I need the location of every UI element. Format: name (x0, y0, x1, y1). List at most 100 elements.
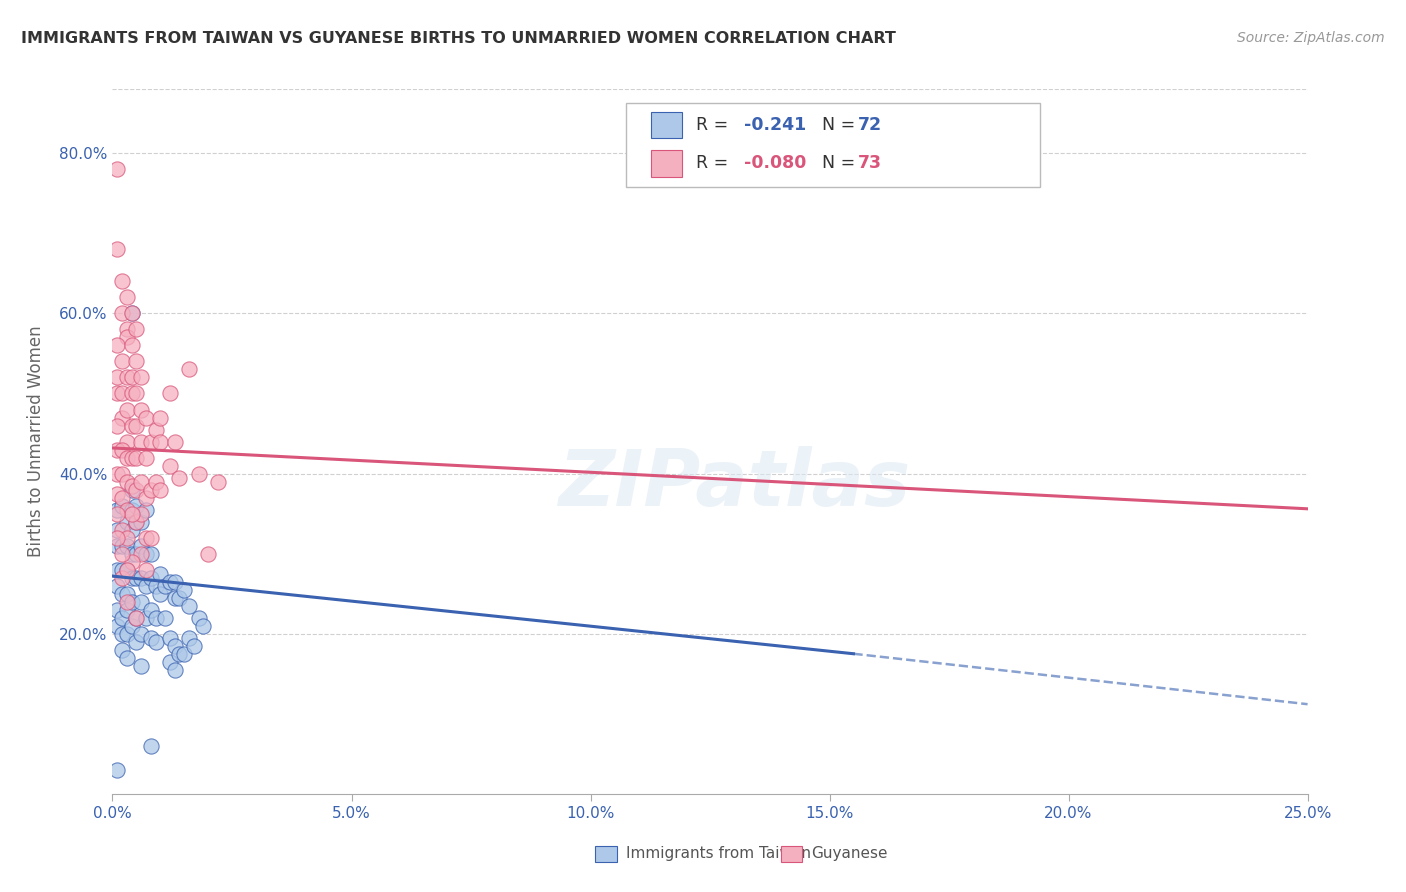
Text: N =: N = (811, 116, 860, 134)
Point (105, 523, 128, 537)
Point (105, 507, 128, 521)
Point (169, 470, 191, 484)
Point (145, 634, 167, 648)
Point (135, 563, 157, 577)
Point (163, 434, 186, 449)
Point (183, 639, 205, 653)
Point (135, 610, 157, 624)
Point (111, 523, 134, 537)
Point (159, 458, 181, 473)
Point (145, 610, 167, 624)
Point (121, 386, 143, 401)
Point (111, 571, 134, 585)
Point (135, 410, 157, 425)
Text: R =: R = (696, 154, 734, 172)
Text: Guyanese: Guyanese (811, 847, 889, 862)
Point (135, 579, 157, 593)
Point (121, 338, 143, 352)
Point (129, 539, 152, 553)
Point (197, 547, 219, 561)
Point (125, 571, 148, 585)
Point (159, 386, 181, 401)
Point (135, 547, 157, 561)
Point (111, 386, 134, 401)
Point (169, 647, 191, 661)
Point (105, 502, 128, 516)
Point (115, 434, 138, 449)
Point (125, 418, 148, 433)
Point (163, 574, 186, 589)
Point (129, 402, 152, 417)
Point (121, 547, 143, 561)
Point (125, 450, 148, 465)
Point (115, 539, 138, 553)
Point (121, 502, 143, 516)
Point (139, 631, 162, 645)
Point (139, 483, 162, 497)
Point (121, 555, 143, 569)
Point (129, 507, 152, 521)
Point (121, 306, 143, 320)
Point (129, 595, 152, 609)
Point (159, 631, 181, 645)
Point (115, 587, 138, 601)
Point (105, 531, 128, 545)
Point (187, 467, 209, 481)
Point (145, 423, 167, 437)
Point (115, 531, 138, 545)
Point (121, 595, 143, 609)
Point (111, 410, 134, 425)
Point (111, 642, 134, 657)
Point (105, 370, 128, 384)
Point (125, 515, 148, 529)
Point (169, 591, 191, 605)
Point (207, 475, 229, 489)
Point (111, 563, 134, 577)
Point (177, 599, 200, 613)
Text: R =: R = (696, 116, 734, 134)
Text: ZIPatlas: ZIPatlas (558, 446, 910, 522)
Point (135, 450, 157, 465)
Point (139, 531, 162, 545)
Point (111, 491, 134, 505)
Point (115, 330, 138, 344)
Point (129, 626, 152, 640)
Point (111, 547, 134, 561)
Point (111, 539, 134, 553)
Point (125, 547, 148, 561)
Point (121, 370, 143, 384)
Point (145, 579, 167, 593)
Point (121, 571, 143, 585)
Point (115, 450, 138, 465)
Point (135, 491, 157, 505)
Point (125, 634, 148, 648)
Point (115, 595, 138, 609)
Point (105, 243, 128, 257)
Point (115, 650, 138, 665)
Point (105, 539, 128, 553)
Point (115, 502, 138, 516)
Point (139, 434, 162, 449)
Point (115, 563, 138, 577)
Point (111, 442, 134, 457)
Point (153, 610, 176, 624)
Point (163, 663, 186, 677)
Point (105, 618, 128, 632)
Text: -0.080: -0.080 (738, 154, 807, 172)
Point (139, 603, 162, 617)
Point (129, 547, 152, 561)
Point (111, 274, 134, 288)
Point (125, 386, 148, 401)
Point (105, 579, 128, 593)
Point (177, 362, 200, 376)
Point (121, 450, 143, 465)
Point (193, 618, 215, 632)
Point (125, 483, 148, 497)
Point (125, 610, 148, 624)
Point (121, 618, 143, 632)
Point (149, 434, 172, 449)
Point (177, 631, 200, 645)
Point (135, 531, 157, 545)
Point (125, 499, 148, 513)
Point (111, 354, 134, 368)
